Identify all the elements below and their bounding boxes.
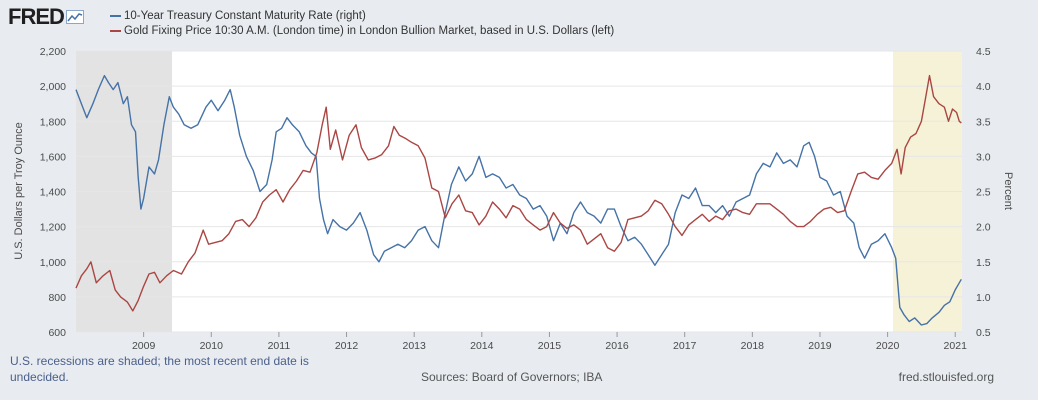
x-tick-label: 2016 — [605, 340, 629, 352]
x-tick-label: 2011 — [268, 340, 291, 352]
left-tick-label: 1,200 — [40, 222, 66, 234]
left-axis-label: U.S. Dollars per Troy Ounce — [13, 122, 25, 260]
right-tick-label: 4.5 — [976, 46, 991, 58]
left-tick-label: 2,000 — [40, 81, 66, 93]
right-tick-label: 3.0 — [976, 151, 991, 163]
left-tick-label: 1,000 — [40, 257, 66, 269]
x-tick-label: 2009 — [132, 340, 156, 352]
sources-text: Sources: Board of Governors; IBA — [421, 370, 603, 384]
x-tick-label: 2020 — [876, 340, 900, 352]
right-tick-label: 1.0 — [976, 292, 991, 304]
right-tick-label: 2.0 — [976, 222, 991, 234]
legend-swatch-treasury — [110, 15, 121, 17]
legend-label-gold: Gold Fixing Price 10:30 A.M. (London tim… — [124, 25, 615, 37]
fred-logo-text: FRED — [8, 4, 65, 29]
x-tick-label: 2017 — [673, 340, 697, 352]
right-axis-label: Percent — [1002, 172, 1014, 210]
left-tick-label: 1,600 — [40, 151, 66, 163]
series-line-treasury[interactable] — [75, 74, 962, 326]
chart-trend-icon — [65, 10, 84, 24]
left-tick-label: 600 — [48, 327, 66, 339]
x-tick-label: 2018 — [741, 340, 765, 352]
x-tick-label: 2021 — [944, 340, 968, 352]
legend-swatch-gold — [110, 30, 121, 32]
right-tick-label: 3.5 — [976, 116, 991, 128]
right-tick-label: 0.5 — [976, 327, 991, 339]
left-tick-label: 1,400 — [40, 187, 66, 199]
series-line-gold[interactable] — [75, 74, 962, 312]
legend-item-treasury[interactable]: 10-Year Treasury Constant Maturity Rate … — [110, 10, 366, 22]
x-tick-label: 2015 — [538, 340, 562, 352]
recession-note: U.S. recessions are shaded; the most rec… — [10, 354, 309, 384]
x-tick-label: 2014 — [470, 340, 494, 352]
right-tick-label: 2.5 — [976, 187, 991, 199]
x-tick-label: 2010 — [200, 340, 224, 352]
x-tick-label: 2013 — [402, 340, 426, 352]
left-tick-label: 800 — [48, 292, 66, 304]
right-tick-label: 1.5 — [976, 257, 991, 269]
x-tick-label: 2019 — [808, 340, 832, 352]
fred-logo[interactable]: FRED — [8, 4, 84, 30]
left-tick-label: 2,200 — [40, 46, 66, 58]
left-tick-label: 1,800 — [40, 116, 66, 128]
legend-label-treasury: 10-Year Treasury Constant Maturity Rate … — [124, 10, 366, 22]
site-link[interactable]: fred.stlouisfed.org — [898, 370, 994, 384]
x-tick-label: 2012 — [335, 340, 359, 352]
legend-item-gold[interactable]: Gold Fixing Price 10:30 A.M. (London tim… — [110, 25, 614, 37]
right-tick-label: 4.0 — [976, 81, 991, 93]
